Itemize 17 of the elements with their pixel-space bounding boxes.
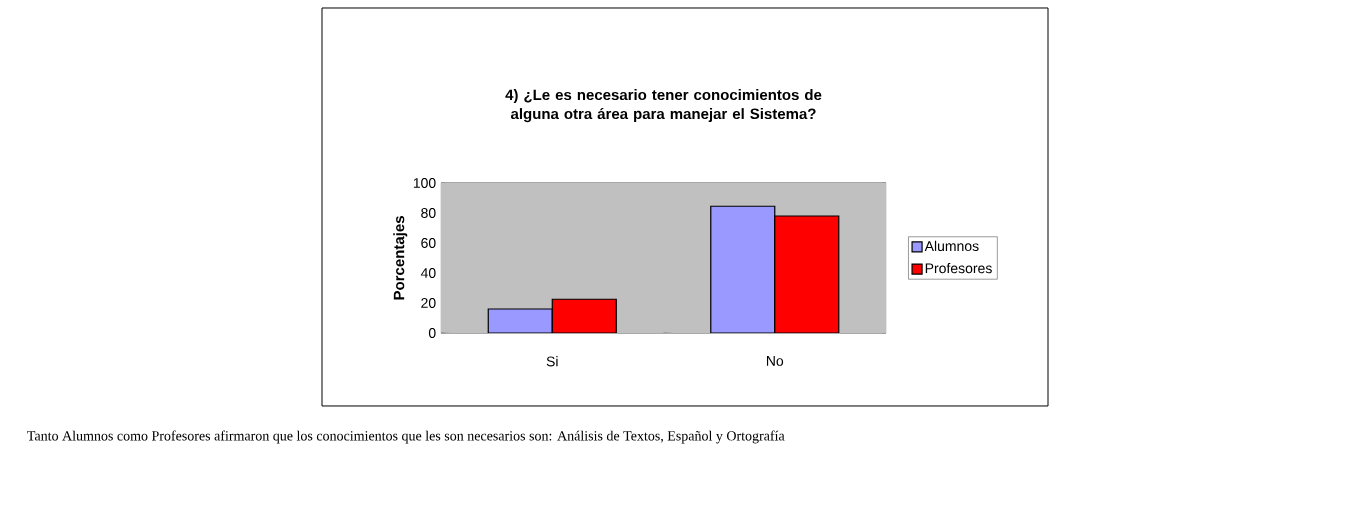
y-tick-label: 0 [428,328,436,338]
y-axis-title: Porcentajes [393,216,408,300]
y-tick-label: 40 [420,268,436,278]
bar [710,205,776,333]
legend-label: Alumnos [924,240,979,252]
bar [487,308,553,333]
legend-label: Profesores [925,262,992,274]
y-tick-label: 80 [421,208,436,218]
chart-title: 4) ¿Le es necesario tener conocimientos de alguna otra área para manejar el Sistema? [505,89,822,123]
y-tick-label: 20 [421,298,436,308]
bar [551,298,617,333]
x-tick-label: No [766,356,784,366]
text: Tanto Alumnos como Profesores afirmaron que los conocimientos que les son necesarios son: Análisis de Textos, Español y Ortografía [27,430,785,444]
x-tick-label: Si [546,356,558,367]
bar [774,215,840,333]
y-tick-label: 100 [413,178,436,188]
y-tick-label: 60 [421,238,436,248]
